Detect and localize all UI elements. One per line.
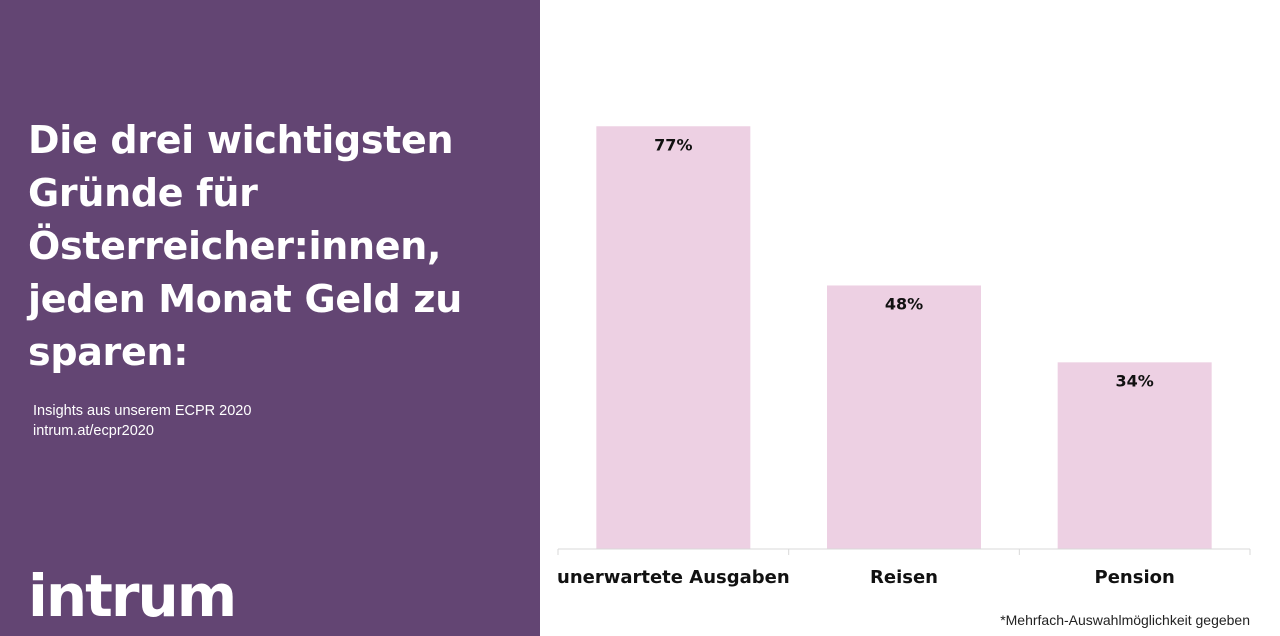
category-label-2: Reisen (870, 567, 938, 588)
data-label-1: 77% (654, 135, 692, 154)
headline: Die drei wichtigsten Gründe für Österrei… (28, 118, 462, 374)
intrum-logo: intrum (28, 562, 237, 630)
footnote: *Mehrfach-Auswahlmöglichkeit gegeben (1000, 612, 1250, 628)
left-panel: Die drei wichtigsten Gründe für Österrei… (0, 0, 540, 636)
data-label-3: 34% (1116, 371, 1154, 390)
bar-3 (1057, 362, 1212, 549)
source-report: Insights aus unserem ECPR 2020 (33, 403, 252, 419)
data-label-2: 48% (885, 294, 923, 313)
source-info: Insights aus unserem ECPR 2020 intrum.at… (33, 401, 251, 441)
bar-1 (596, 126, 751, 550)
bar-2 (827, 285, 981, 549)
source-link[interactable]: intrum.at/ecpr2020 (33, 423, 154, 439)
category-label-1: unerwartete Ausgaben (557, 567, 790, 588)
category-label-3: Pension (1095, 567, 1175, 588)
bar-chart: 77% unerwartete Ausgaben 48% Reisen 34% Pensi… (557, 126, 1251, 588)
